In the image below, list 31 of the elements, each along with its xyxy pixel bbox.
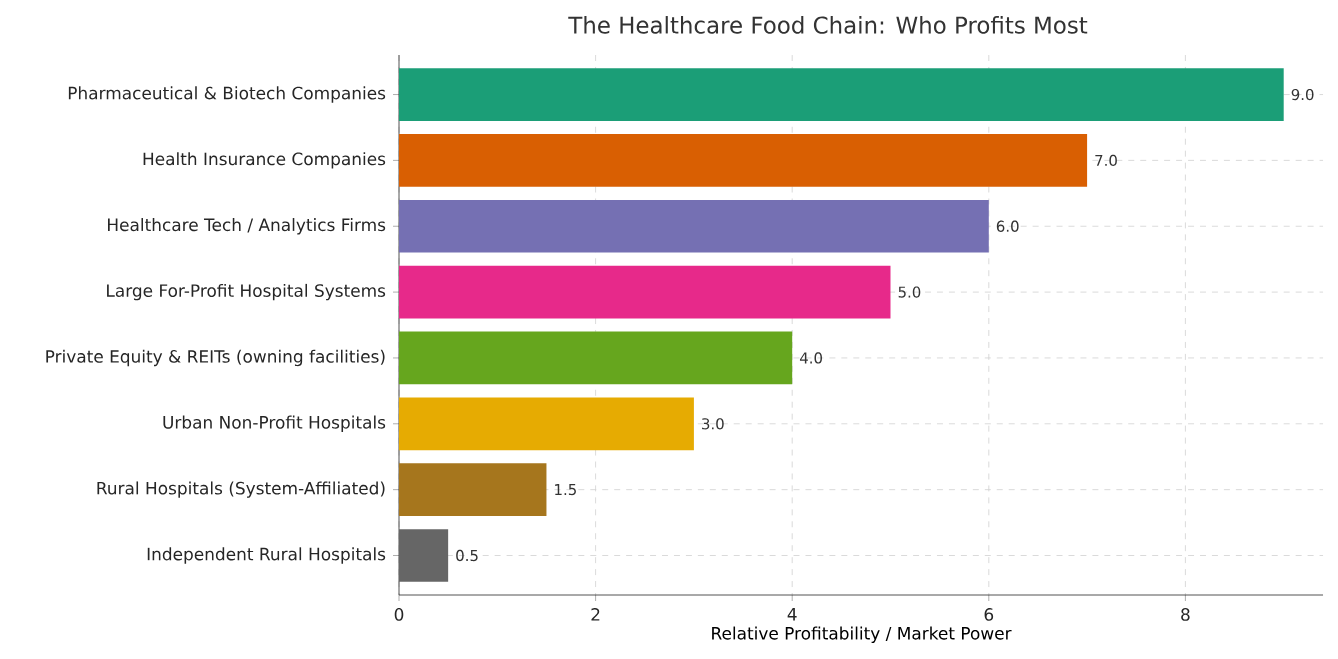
- y-tick-label: Rural Hospitals (System-Affiliated): [97, 481, 385, 498]
- data-label: 5.0: [898, 286, 921, 298]
- bar: [399, 463, 547, 516]
- y-tick-label: Pharmaceutical & Biotech Companies: [68, 86, 386, 103]
- chart-title: The Healthcare Food Chain: Who Profits Most: [568, 16, 1088, 34]
- x-tick-label: 2: [591, 608, 600, 621]
- y-tick-label: Large For-Profit Hospital Systems: [107, 283, 386, 301]
- x-tick-label: 8: [1181, 608, 1190, 621]
- y-tick-label: Healthcare Tech / Analytics Firms: [108, 218, 386, 235]
- x-tick-label: 4: [787, 608, 797, 621]
- x-axis-title: Relative Profitability / Market Power: [712, 626, 1012, 643]
- data-label: 4.0: [799, 352, 822, 364]
- data-label: 7.0: [1095, 154, 1117, 167]
- bar: [399, 199, 989, 253]
- x-tick-label: 0: [394, 608, 404, 621]
- bar: [399, 265, 891, 319]
- bar: [399, 68, 1284, 121]
- bar: [399, 529, 449, 582]
- data-label: 9.0: [1291, 88, 1314, 101]
- y-tick-label: Health Insurance Companies: [143, 152, 386, 169]
- x-tick-label: 6: [984, 608, 994, 621]
- bar: [399, 331, 793, 385]
- y-tick-label: Urban Non-Profit Hospitals: [163, 415, 386, 432]
- y-tick-label: Private Equity & REITs (owning facilities): [46, 349, 385, 367]
- y-tick-label: Independent Rural Hospitals: [147, 547, 386, 564]
- data-label: 6.0: [996, 220, 1019, 232]
- bar: [399, 134, 1088, 187]
- data-label: 1.5: [555, 484, 576, 496]
- data-label: 0.5: [456, 549, 478, 562]
- bar: [399, 397, 694, 451]
- data-label: 3.0: [702, 418, 724, 430]
